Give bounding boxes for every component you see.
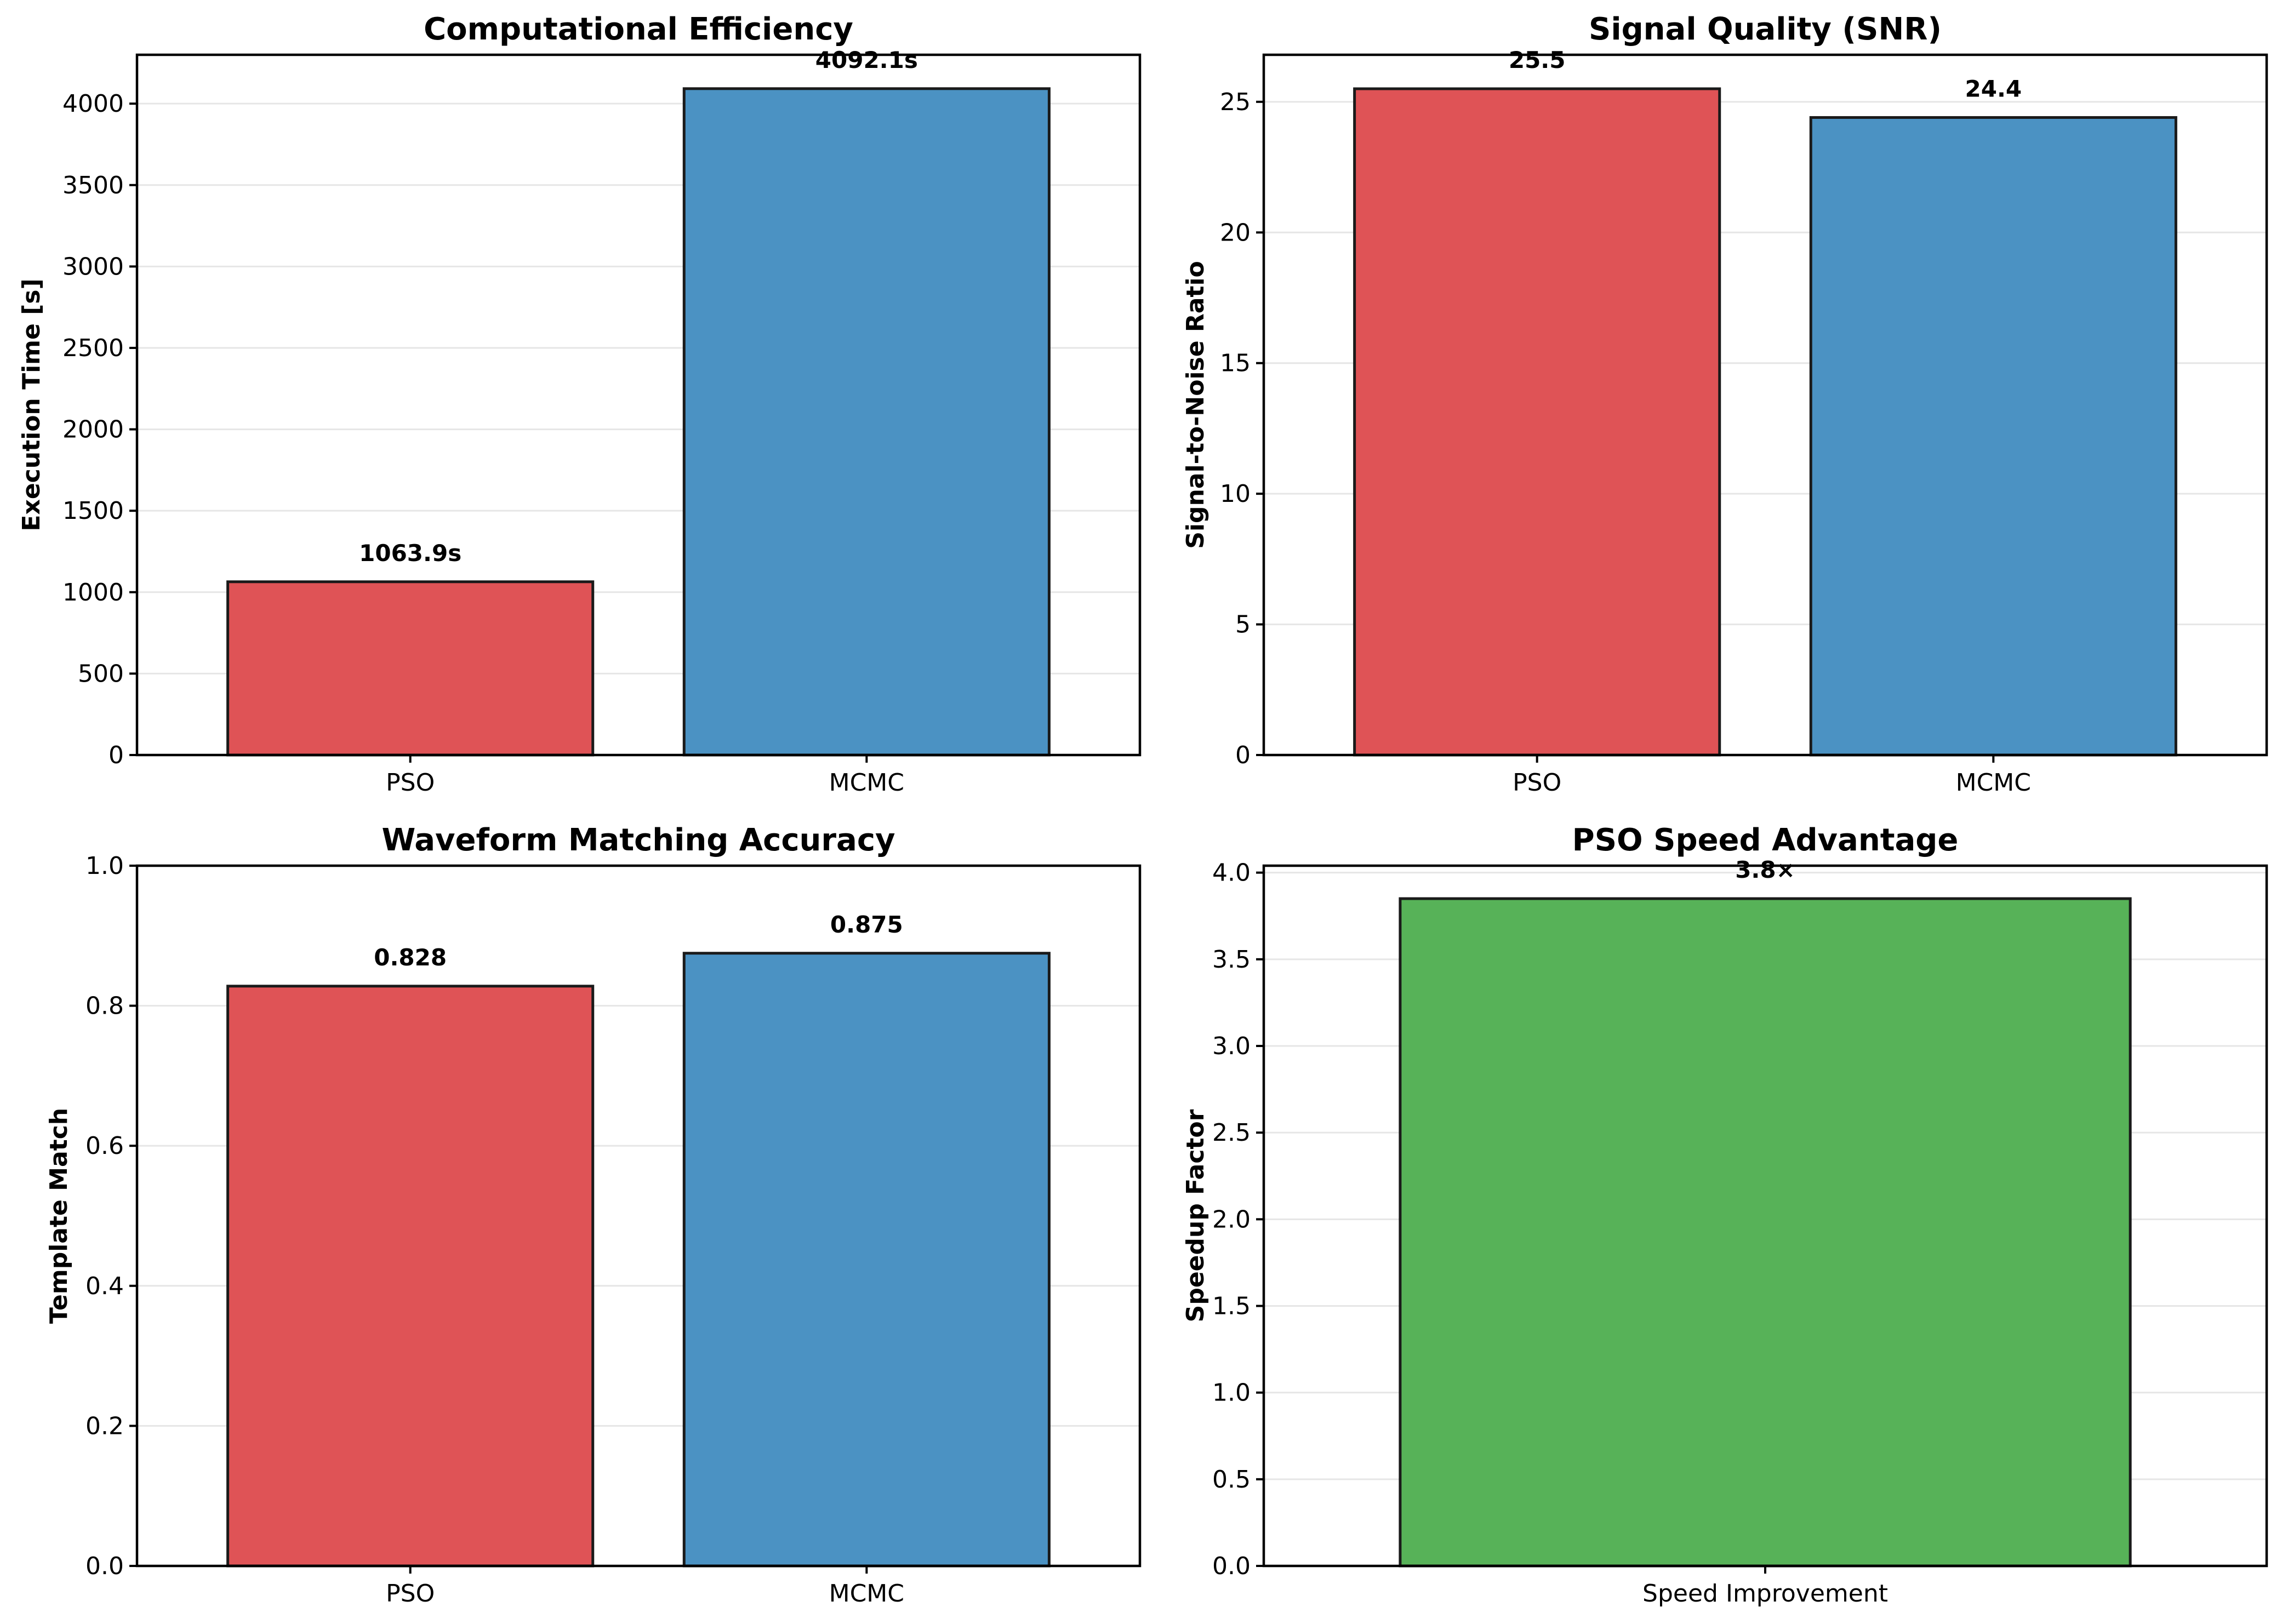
panel-computational-efficiency: Computational Efficiency Execution Time …	[18, 12, 1142, 797]
y-tick-label: 500	[78, 660, 124, 688]
y-tick-label: 1.0	[1212, 1379, 1251, 1407]
panel-signal-quality: Signal Quality (SNR) Signal-to-Noise Rat…	[1182, 12, 2268, 797]
x-tick-label: PSO	[386, 1580, 435, 1608]
y-tick-label: 1.0	[85, 852, 124, 880]
y-tick-label: 10	[1220, 480, 1251, 508]
y-tick-label: 0.2	[85, 1412, 124, 1440]
x-tick-label: PSO	[1513, 769, 1561, 797]
plot-frame	[1262, 53, 2268, 757]
panel-speed-advantage: PSO Speed Advantage Speedup Factor 0.0 0.…	[1182, 822, 2268, 1608]
y-tick-label: 1000	[62, 579, 124, 607]
y-tick-label: 5	[1235, 611, 1251, 639]
y-tick-label: 0.4	[85, 1272, 124, 1300]
y-tick-label: 2.5	[1212, 1119, 1251, 1147]
x-tick-label: MCMC	[829, 1580, 904, 1608]
y-tick-label: 25	[1220, 88, 1251, 116]
y-tick-label: 20	[1220, 219, 1251, 247]
y-tick-label: 1.5	[1212, 1292, 1251, 1320]
panel-waveform-matching: Waveform Matching Accuracy Template Matc…	[45, 822, 1142, 1608]
chart-title: Signal Quality (SNR)	[1589, 12, 1942, 47]
y-axis-label: Template Match	[45, 1108, 73, 1324]
chart-title: Waveform Matching Accuracy	[381, 822, 895, 858]
chart-title: Computational Efficiency	[424, 12, 853, 47]
y-tick-label: 3000	[62, 253, 124, 281]
bar-pso	[226, 985, 595, 1568]
data-label: 0.875	[830, 911, 903, 938]
bar-mcmc	[1809, 116, 2177, 757]
plot-frame	[135, 864, 1142, 1568]
y-tick-label: 0.0	[1212, 1552, 1251, 1580]
x-tick-label: Speed Improvement	[1642, 1580, 1888, 1608]
data-label: 1063.9s	[359, 540, 461, 567]
data-label: 4092.1s	[815, 47, 918, 73]
y-tick-label: 0.5	[1212, 1466, 1251, 1494]
y-axis-label: Signal-to-Noise Ratio	[1182, 261, 1210, 549]
y-tick-label: 0.6	[85, 1132, 124, 1160]
y-tick-label: 15	[1220, 350, 1251, 378]
y-tick-label: 0.0	[85, 1552, 124, 1580]
x-tick-label: PSO	[386, 769, 435, 797]
bar-mcmc	[682, 952, 1051, 1568]
data-label: 3.8×	[1735, 856, 1795, 883]
bar-mcmc	[682, 87, 1051, 757]
y-tick-label: 2.0	[1212, 1205, 1251, 1233]
y-tick-label: 1500	[62, 497, 124, 525]
y-tick-label: 3500	[62, 171, 124, 199]
y-tick-label: 2000	[62, 416, 124, 444]
bar-pso	[1353, 87, 1721, 757]
x-tick-label: MCMC	[829, 769, 904, 797]
y-tick-label: 2500	[62, 334, 124, 362]
y-tick-label: 4.0	[1212, 859, 1251, 887]
y-tick-label: 0	[1235, 741, 1251, 769]
plot-frame	[135, 53, 1142, 757]
y-axis-label: Speedup Factor	[1182, 1109, 1210, 1322]
y-axis-label: Execution Time [s]	[18, 278, 45, 531]
data-label: 25.5	[1509, 47, 1566, 73]
y-tick-label: 0	[109, 741, 124, 769]
data-label: 0.828	[374, 944, 447, 971]
data-label: 24.4	[1965, 75, 2022, 102]
y-tick-label: 4000	[62, 90, 124, 118]
bar-pso	[226, 580, 595, 757]
y-tick-label: 3.0	[1212, 1032, 1251, 1060]
y-tick-label: 3.5	[1212, 946, 1251, 974]
x-tick-label: MCMC	[1956, 769, 2031, 797]
bar-speed-improvement	[1399, 897, 2132, 1568]
y-tick-label: 0.8	[85, 992, 124, 1020]
chart-title: PSO Speed Advantage	[1572, 822, 1959, 858]
plot-frame	[1262, 864, 2268, 1568]
